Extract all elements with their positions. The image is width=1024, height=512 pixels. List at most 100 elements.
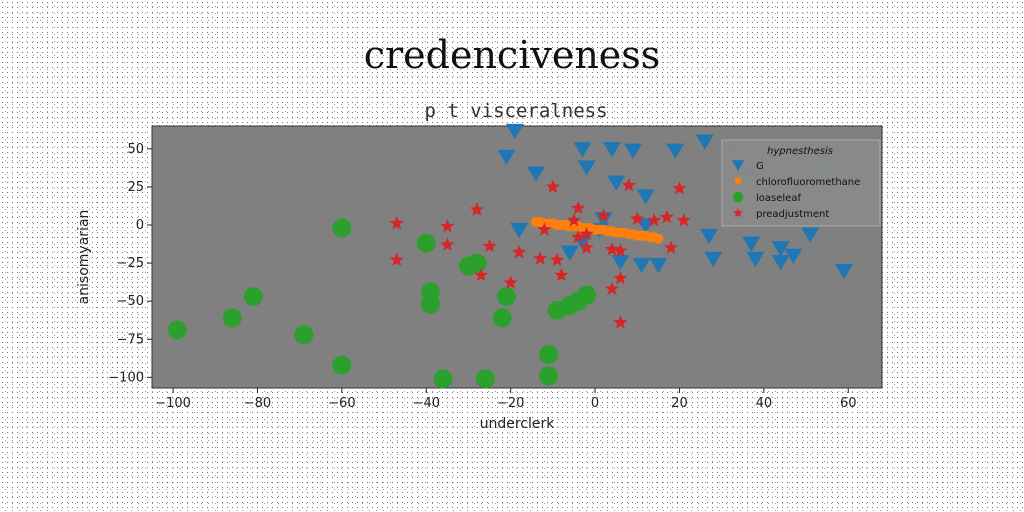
data-point-3-17: [596, 208, 611, 222]
data-point-0-15: [510, 222, 529, 239]
x-tick-label: 40: [756, 396, 773, 411]
data-point-3-24: [647, 212, 662, 227]
data-point-1-29: [653, 233, 664, 244]
y-tick-label: 50: [127, 142, 144, 157]
data-point-0-22: [704, 251, 723, 268]
x-tick-label: −80: [244, 396, 271, 411]
data-point-3-21: [613, 270, 628, 285]
series-preadjustment: [389, 177, 691, 329]
data-point-2-15: [539, 366, 559, 386]
data-point-3-28: [613, 315, 628, 329]
data-point-3-14: [571, 229, 586, 244]
data-point-3-10: [545, 179, 560, 193]
data-point-3-2: [440, 219, 455, 233]
data-point-0-27: [771, 254, 790, 271]
legend-box: [721, 139, 881, 227]
data-point-3-30: [663, 240, 679, 254]
y-axis: 50 25 0 −25 −50 −75 −100: [108, 142, 152, 385]
data-point-0-7: [607, 175, 626, 191]
data-point-0-0: [505, 123, 524, 140]
data-point-3-7: [503, 275, 518, 289]
x-tick-label: −60: [328, 396, 355, 411]
data-point-2-6: [416, 233, 436, 253]
data-point-0-3: [573, 142, 592, 158]
data-point-3-31: [579, 226, 594, 241]
data-point-2-0: [167, 320, 187, 340]
legend-marker-1: [734, 177, 742, 185]
legend-marker-0: [731, 160, 745, 171]
data-point-2-5: [332, 355, 352, 375]
data-point-0-28: [801, 227, 820, 243]
legend-marker-2: [732, 191, 744, 203]
data-point-0-19: [632, 257, 651, 274]
data-point-3-20: [604, 281, 620, 296]
data-point-2-3: [294, 325, 314, 345]
data-point-0-29: [835, 263, 854, 280]
x-tick-label: 0: [591, 396, 599, 411]
y-tick-label: −25: [117, 256, 144, 271]
data-point-0-31: [594, 212, 613, 228]
data-point-2-4: [332, 218, 352, 238]
series-chlorofluoromethane: [530, 216, 664, 244]
scatter-marks: [167, 123, 854, 389]
legend-marker-3: [733, 207, 743, 218]
y-tick-label: −50: [117, 294, 144, 309]
data-point-2-16: [539, 344, 559, 364]
y-tick-label: 0: [136, 218, 144, 233]
data-point-3-1: [389, 252, 404, 267]
data-point-0-1: [497, 149, 516, 166]
data-point-3-5: [482, 238, 497, 253]
x-axis: −100 −80 −60 −40 −20 0 20 40 60: [155, 388, 857, 411]
series-loaseleaf: [167, 218, 597, 389]
data-point-3-18: [604, 241, 620, 256]
data-point-0-9: [666, 143, 685, 159]
data-point-2-2: [243, 287, 263, 307]
data-point-0-20: [649, 257, 668, 274]
data-point-0-2: [526, 166, 545, 182]
x-tick-label: 60: [840, 396, 857, 411]
data-point-0-23: [742, 236, 761, 252]
data-point-0-18: [611, 254, 630, 271]
x-tick-label: −100: [155, 396, 191, 411]
y-tick-label: 25: [127, 180, 144, 195]
y-tick-label: −100: [108, 370, 144, 385]
data-point-0-5: [602, 142, 621, 158]
data-point-3-26: [672, 181, 687, 195]
legend-label-1: chlorofluoromethane: [756, 177, 860, 188]
x-axis-label: underclerk: [480, 416, 556, 432]
data-point-3-27: [676, 212, 691, 227]
y-tick-label: −75: [117, 332, 144, 347]
data-point-3-0: [389, 216, 404, 230]
data-point-2-1: [222, 308, 242, 328]
x-tick-label: −40: [413, 396, 440, 411]
data-point-0-17: [560, 245, 579, 261]
data-point-0-24: [746, 251, 765, 268]
data-point-0-6: [624, 143, 643, 159]
data-point-3-9: [533, 251, 548, 265]
data-point-3-3: [440, 237, 455, 251]
data-point-3-8: [512, 244, 527, 259]
data-point-2-11: [467, 253, 487, 273]
data-point-3-23: [630, 211, 645, 225]
data-point-3-12: [554, 267, 569, 282]
data-point-2-20: [577, 285, 597, 305]
legend-label-0: G: [756, 161, 764, 172]
data-point-3-22: [621, 177, 636, 192]
data-point-2-14: [492, 308, 512, 328]
data-point-3-4: [469, 202, 484, 216]
data-point-0-8: [636, 189, 655, 205]
x-tick-label: 20: [671, 396, 688, 411]
data-point-0-26: [784, 248, 803, 265]
chart-subtitle: p t visceralness: [424, 100, 607, 122]
data-point-0-21: [699, 228, 718, 245]
data-point-0-10: [695, 134, 714, 150]
data-point-3-29: [537, 222, 552, 236]
chart-title: credenciveness: [364, 33, 661, 77]
data-point-0-4: [577, 160, 596, 176]
y-axis-label: anisomyarian: [76, 210, 92, 305]
data-point-0-25: [771, 241, 790, 257]
data-point-3-13: [566, 212, 582, 227]
